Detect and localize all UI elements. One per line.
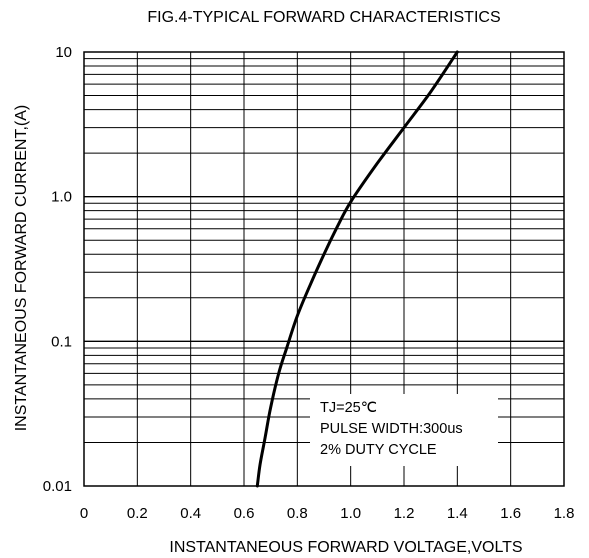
y-tick-label: 0.1 [51,333,72,350]
y-tick-label: 0.01 [43,478,72,495]
x-tick-label: 0.8 [287,505,308,522]
x-tick-label: 0.6 [234,505,255,522]
x-tick-label: 0.2 [127,505,148,522]
annotation-box [310,394,498,466]
x-tick-label: 1.6 [500,505,521,522]
chart-title: FIG.4-TYPICAL FORWARD CHARACTERISTICS [147,9,500,26]
annotation-duty-cycle: 2% DUTY CYCLE [320,442,437,458]
x-tick-label: 1.4 [447,505,468,522]
y-tick-label: 10 [55,44,72,61]
plot-frame [83,51,565,487]
x-tick-label: 0.4 [180,505,201,522]
y-tick-label: 1.0 [51,189,72,206]
x-tick-label: 1.8 [554,505,575,522]
grid [84,52,564,486]
x-tick-label: 1.2 [394,505,415,522]
y-tick-labels: 0.01 0.1 1.0 10 [43,44,72,495]
x-tick-label: 0 [80,505,88,522]
forward-curve [255,50,459,488]
x-axis-label: INSTANTANEOUS FORWARD VOLTAGE,VOLTS [169,539,522,556]
x-tick-label: 1.0 [340,505,361,522]
annotation-tj: TJ=25℃ [320,400,377,416]
x-tick-labels: 0 0.2 0.4 0.6 0.8 1.0 1.2 1.4 1.6 1.8 [80,505,575,522]
y-axis-label: INSTANTANEOUS FORWARD CURRENT,(A) [13,105,30,432]
annotation-pulse-width: PULSE WIDTH:300us [320,421,463,437]
